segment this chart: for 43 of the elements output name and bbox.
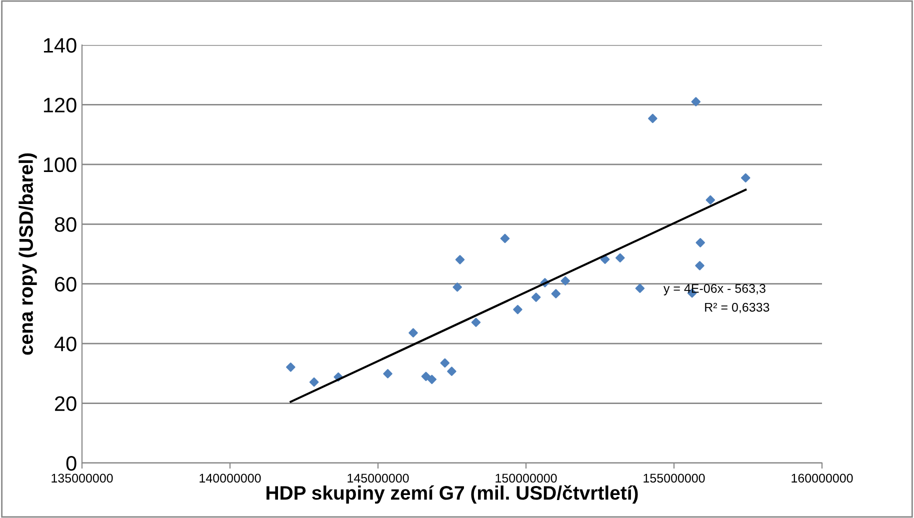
x-tick-label: 155000000 <box>644 474 705 483</box>
y-tick-label: 80 <box>54 217 76 232</box>
x-tick-label: 150000000 <box>496 474 557 483</box>
point <box>600 254 610 264</box>
point <box>648 114 658 124</box>
x-tick-label: 160000000 <box>792 474 853 483</box>
annotation: R² = 0,6333 <box>705 302 770 314</box>
point <box>635 284 645 293</box>
point <box>452 282 462 292</box>
point <box>455 255 465 264</box>
point <box>513 304 522 314</box>
point <box>706 195 716 205</box>
point <box>471 318 481 327</box>
point <box>427 374 436 384</box>
point <box>408 328 418 338</box>
y-tick-label: 100 <box>44 157 76 172</box>
y-tick-label: 140 <box>44 38 76 53</box>
y-axis-title: cena ropy (USD/barel) <box>18 153 37 355</box>
point <box>695 261 704 270</box>
x-axis-title: HDP skupiny zemí G7 (mil. USD/čtvrtletí) <box>266 485 638 504</box>
point <box>286 362 296 372</box>
y-tick-label: 60 <box>55 276 76 292</box>
y-tick-label: 20 <box>55 396 76 412</box>
x-tick-label: 140000000 <box>200 474 261 483</box>
point <box>500 234 510 244</box>
point <box>560 276 570 286</box>
y-tick-label: 120 <box>44 98 76 112</box>
annotation: y = 4E-06x - 563,3 <box>663 284 766 296</box>
x-tick-label: 145000000 <box>348 474 409 483</box>
point <box>616 253 625 263</box>
point <box>447 366 456 376</box>
point <box>531 292 541 302</box>
point <box>696 238 705 248</box>
point <box>421 372 431 382</box>
point <box>383 369 392 378</box>
point <box>741 173 750 182</box>
y-tick-label: 40 <box>54 336 76 352</box>
point <box>440 358 450 368</box>
y-tick-label: 0 <box>66 456 76 471</box>
point <box>551 289 561 298</box>
point <box>691 97 701 106</box>
x-tick-label: 135000000 <box>52 474 113 483</box>
point <box>309 377 319 387</box>
